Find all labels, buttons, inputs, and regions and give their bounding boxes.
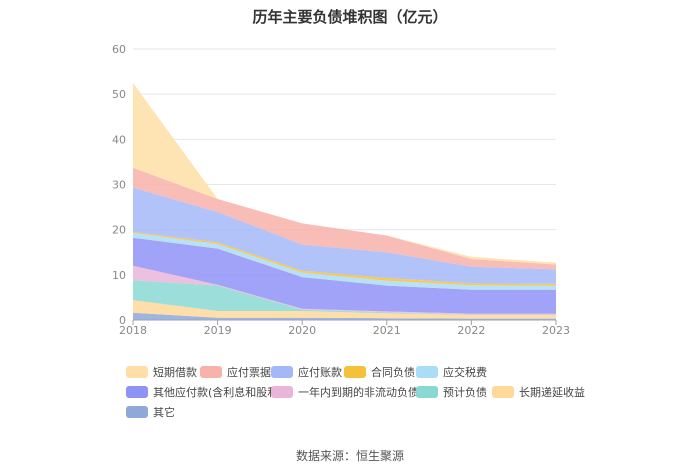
legend-swatch bbox=[492, 386, 514, 398]
area-series-合同负债 bbox=[133, 231, 556, 286]
chart-title: 历年主要负债堆积图（亿元） bbox=[252, 8, 448, 26]
legend-label: 长期递延收益 bbox=[519, 386, 585, 399]
legend-item[interactable]: 其他应付款(含利息和股利) bbox=[126, 384, 283, 400]
legend-item[interactable]: 短期借款 bbox=[126, 364, 197, 380]
legend-item[interactable]: 合同负债 bbox=[344, 364, 415, 380]
legend-item[interactable]: 长期递延收益 bbox=[492, 384, 585, 400]
legend-label: 短期借款 bbox=[153, 366, 197, 379]
legend-label: 一年内到期的非流动负债 bbox=[298, 386, 419, 399]
area-series-预计负债 bbox=[133, 280, 556, 316]
legend-label: 应付账款 bbox=[298, 366, 342, 379]
y-tick-label: 30 bbox=[112, 179, 126, 192]
legend-item[interactable]: 一年内到期的非流动负债 bbox=[271, 384, 419, 400]
y-tick-label: 10 bbox=[112, 269, 126, 282]
legend-swatch bbox=[126, 386, 148, 398]
area-series-应交税费 bbox=[133, 232, 556, 290]
x-tick-label: 2023 bbox=[542, 324, 570, 337]
x-tick-label: 2019 bbox=[204, 324, 232, 337]
legend-swatch bbox=[344, 366, 366, 378]
legend-swatch bbox=[271, 386, 293, 398]
x-tick-label: 2020 bbox=[288, 324, 316, 337]
legend-item[interactable]: 应付票据 bbox=[200, 364, 271, 380]
area-series-其它 bbox=[133, 312, 556, 320]
y-tick-label: 40 bbox=[112, 133, 126, 146]
legend-label: 应交税费 bbox=[443, 366, 487, 379]
y-tick-label: 60 bbox=[112, 43, 126, 56]
x-tick-label: 2022 bbox=[457, 324, 485, 337]
x-tick-label: 2018 bbox=[119, 324, 147, 337]
area-series-其他应付款含利息和股利 bbox=[133, 237, 556, 314]
legend-item[interactable]: 预计负债 bbox=[416, 384, 487, 400]
legend-swatch bbox=[416, 386, 438, 398]
y-tick-label: 20 bbox=[112, 224, 126, 237]
legend-swatch bbox=[271, 366, 293, 378]
area-series-应付账款 bbox=[133, 187, 556, 284]
legend-item[interactable]: 应付账款 bbox=[271, 364, 342, 380]
area-series-长期递延收益 bbox=[133, 300, 556, 319]
legend-item[interactable]: 其它 bbox=[126, 404, 175, 420]
legend-label: 应付票据 bbox=[227, 366, 271, 379]
y-tick-label: 50 bbox=[112, 88, 126, 101]
legend-swatch bbox=[126, 366, 148, 378]
legend-swatch bbox=[126, 406, 148, 418]
legend-label: 合同负债 bbox=[371, 366, 415, 379]
legend-label: 其它 bbox=[153, 406, 175, 419]
legend-item[interactable]: 应交税费 bbox=[416, 364, 487, 380]
legend-swatch bbox=[416, 366, 438, 378]
legend-label: 其他应付款(含利息和股利) bbox=[153, 386, 283, 399]
legend-swatch bbox=[200, 366, 222, 378]
x-tick-label: 2021 bbox=[373, 324, 401, 337]
data-source-note: 数据来源：恒生聚源 bbox=[295, 449, 404, 463]
legend-label: 预计负债 bbox=[443, 386, 487, 399]
y-tick-label: 0 bbox=[119, 314, 126, 327]
